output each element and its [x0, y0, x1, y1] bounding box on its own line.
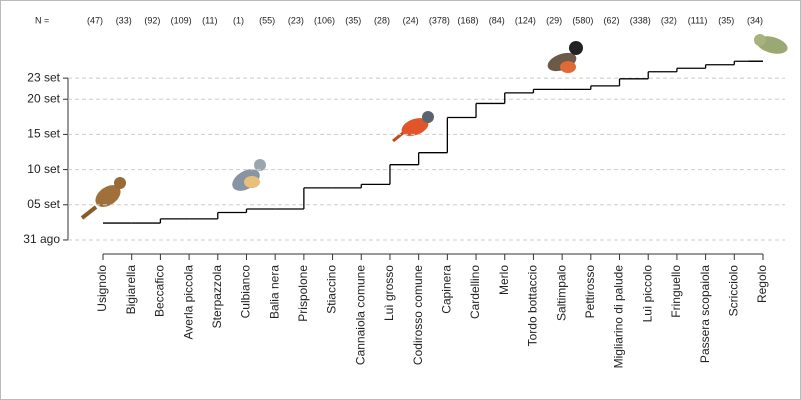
x-tick-label: Sterpazzola [210, 265, 224, 329]
y-tick-label: 15 set [27, 127, 60, 141]
n-label: (29) [546, 15, 562, 25]
x-tick-label: Passera scopaiola [698, 265, 712, 363]
x-tick-label: Migliarino di palude [612, 265, 626, 369]
y-tick-label: 05 set [27, 197, 60, 211]
x-tick-label: Luì piccolo [640, 265, 654, 323]
n-label: (34) [747, 15, 763, 25]
x-tick-label: Codirosso comune [411, 265, 425, 365]
n-label: (24) [403, 15, 419, 25]
y-tick-label: 31 ago [23, 232, 60, 246]
n-label: (32) [661, 15, 677, 25]
x-tick-label: Stiaccino [325, 265, 339, 314]
y-tick-label: 10 set [27, 162, 60, 176]
n-title: N = [35, 15, 49, 25]
n-label: (111) [688, 15, 708, 25]
x-tick-label: Regolo [755, 265, 769, 303]
x-tick-label: Usignolo [95, 265, 109, 312]
n-label: (84) [489, 15, 505, 25]
n-label: (338) [630, 15, 651, 25]
n-label: (580) [572, 15, 593, 25]
x-tick-label: Balia nera [267, 265, 281, 319]
n-label: (106) [314, 15, 335, 25]
n-label: (168) [458, 15, 479, 25]
x-tick-label: Prispolone [296, 265, 310, 322]
x-tick-label: Cardellino [468, 265, 482, 319]
n-label: (124) [515, 15, 536, 25]
n-label: (23) [288, 15, 304, 25]
n-label: (378) [429, 15, 450, 25]
x-tick-label: Merlo [497, 265, 511, 295]
x-tick-label: Saltimpalo [554, 265, 568, 321]
n-label: (55) [259, 15, 275, 25]
n-label: (35) [345, 15, 361, 25]
x-tick-label: Capinera [440, 265, 454, 314]
n-label: (92) [144, 15, 160, 25]
n-label: (62) [604, 15, 620, 25]
x-tick-label: Cannaiola comune [353, 265, 367, 365]
y-tick-label: 20 set [27, 91, 60, 105]
x-tick-label: Scricciolo [726, 265, 740, 317]
x-tick-label: Culbianco [239, 265, 253, 319]
x-tick-label: Tordo bottaccio [526, 265, 540, 347]
n-label: (109) [171, 15, 192, 25]
y-tick-label: 23 set [27, 70, 60, 84]
n-label: (33) [116, 15, 132, 25]
n-label: (35) [718, 15, 734, 25]
x-tick-label: Luì grosso [382, 265, 396, 321]
n-label: (1) [233, 15, 244, 25]
x-tick-label: Averla piccola [181, 265, 195, 340]
x-tick-label: Beccafico [153, 265, 167, 317]
n-label: (28) [374, 15, 390, 25]
n-label: (11) [202, 15, 217, 25]
x-tick-label: Pettirosso [583, 265, 597, 319]
x-tick-label: Fringuello [669, 265, 683, 318]
x-tick-label: Bigiarella [124, 265, 138, 315]
bird-illustration [80, 34, 788, 220]
n-label: (47) [87, 15, 103, 25]
